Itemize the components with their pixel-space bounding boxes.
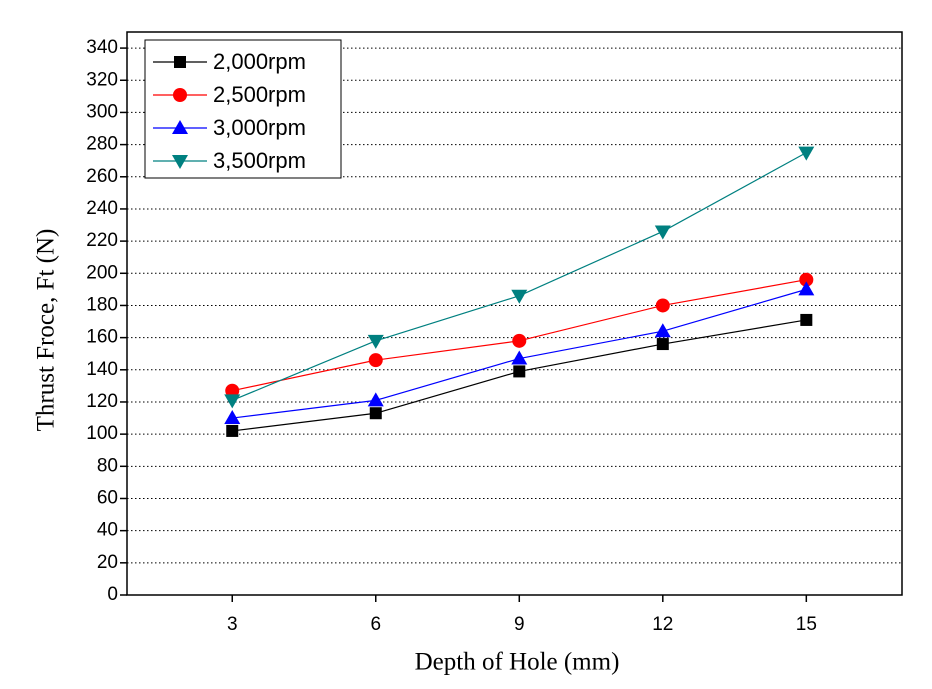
legend-label: 3,500rpm — [213, 148, 306, 173]
legend-label: 2,500rpm — [213, 82, 306, 107]
marker — [798, 146, 815, 161]
marker — [369, 407, 382, 420]
marker — [513, 365, 526, 378]
y-tick-label: 140 — [86, 359, 118, 380]
marker — [654, 323, 671, 338]
y-tick-label: 120 — [86, 391, 118, 412]
marker — [800, 313, 813, 326]
marker — [225, 383, 240, 398]
marker — [224, 410, 241, 425]
y-tick-label: 300 — [86, 101, 118, 122]
x-tick-label: 3 — [227, 614, 238, 635]
y-tick-label: 280 — [86, 134, 118, 155]
marker — [368, 353, 383, 368]
marker — [798, 281, 815, 296]
y-tick-label: 180 — [86, 294, 118, 315]
y-tick-label: 0 — [107, 584, 118, 605]
y-tick-label: 340 — [86, 37, 118, 58]
marker — [226, 424, 239, 437]
marker — [654, 225, 671, 240]
marker — [172, 155, 188, 169]
y-tick-label: 260 — [86, 166, 118, 187]
y-tick-label: 40 — [97, 520, 118, 541]
y-tick-label: 200 — [86, 262, 118, 283]
y-tick-label: 20 — [97, 552, 118, 573]
marker — [367, 334, 384, 349]
legend-label: 3,000rpm — [213, 115, 306, 140]
marker — [367, 392, 384, 407]
marker — [224, 394, 241, 409]
y-tick-label: 80 — [97, 455, 118, 476]
y-tick-label: 240 — [86, 198, 118, 219]
marker — [174, 56, 186, 68]
x-tick-label: 9 — [514, 614, 525, 635]
marker — [799, 272, 814, 287]
plot-frame — [126, 31, 903, 596]
marker — [511, 289, 528, 304]
marker — [656, 338, 669, 351]
x-tick-label: 12 — [652, 614, 673, 635]
y-tick-label: 160 — [86, 327, 118, 348]
y-tick-label: 100 — [86, 423, 118, 444]
y-tick-label: 60 — [97, 488, 118, 509]
marker — [173, 88, 187, 102]
marker — [172, 120, 188, 134]
x-tick-label: 6 — [370, 614, 381, 635]
marker — [512, 333, 527, 348]
y-axis-label: Thrust Froce, Ft (N) — [33, 229, 60, 432]
legend-label: 2,000rpm — [213, 49, 306, 74]
marker — [511, 350, 528, 365]
x-tick-label: 15 — [796, 614, 817, 635]
y-tick-label: 320 — [86, 69, 118, 90]
marker — [655, 298, 670, 313]
x-axis-label: Depth of Hole (mm) — [415, 649, 620, 676]
y-tick-label: 220 — [86, 230, 118, 251]
